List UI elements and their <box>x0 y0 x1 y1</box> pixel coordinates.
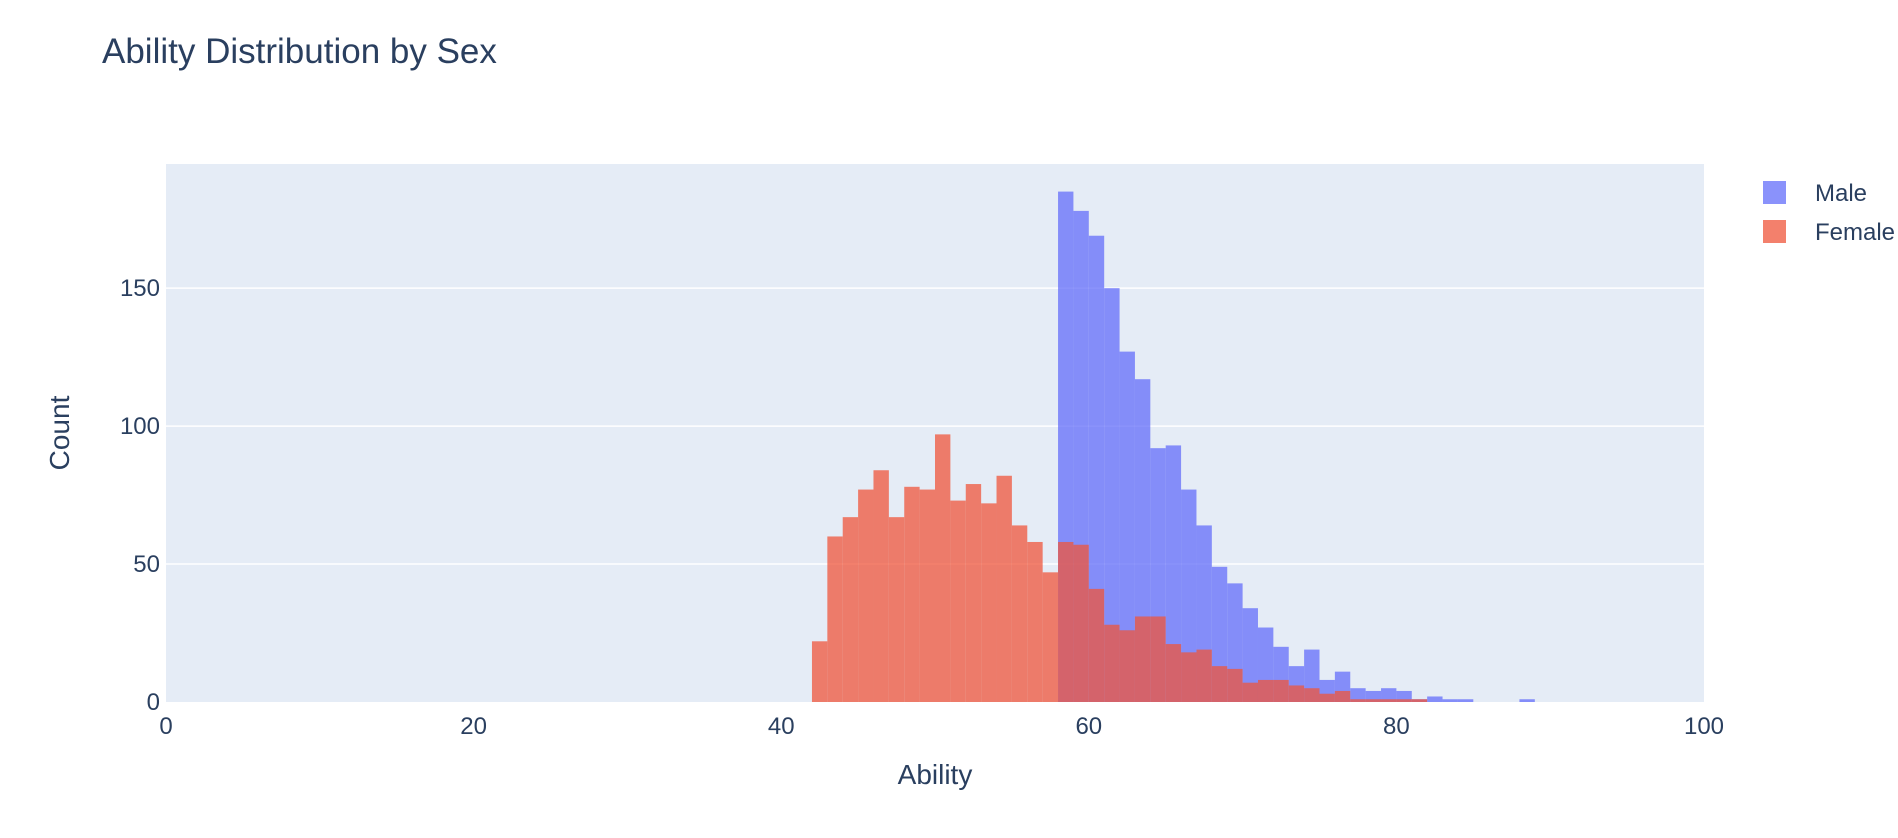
histogram-bar-male[interactable] <box>1427 696 1443 702</box>
histogram-bar-female[interactable] <box>1257 679 1274 702</box>
y-axis-ticks: 0 50 100 150 <box>120 275 160 716</box>
y-tick-label: 50 <box>133 551 160 578</box>
histogram-bar-male[interactable] <box>1242 608 1258 702</box>
histogram-bar-female[interactable] <box>858 489 874 702</box>
histogram-bar-male[interactable] <box>1442 699 1458 702</box>
histogram-bar-female[interactable] <box>1119 630 1135 702</box>
histogram-bar-female[interactable] <box>842 517 859 702</box>
histogram-bar-female[interactable] <box>904 486 920 702</box>
histogram-bar-female[interactable] <box>888 517 905 702</box>
histogram-bar-female[interactable] <box>873 470 889 702</box>
x-axis-title: Ability <box>898 759 973 790</box>
histogram-bar-female[interactable] <box>811 641 828 702</box>
histogram-bar-female[interactable] <box>1334 690 1351 702</box>
x-tick-label: 0 <box>159 713 172 740</box>
histogram-bar-female[interactable] <box>935 434 951 702</box>
histogram-bar-female[interactable] <box>996 475 1012 702</box>
histogram-bar-male[interactable] <box>1519 699 1535 702</box>
histogram-bar-female[interactable] <box>1196 649 1212 702</box>
legend-label: Female <box>1815 219 1895 246</box>
x-tick-label: 40 <box>768 713 795 740</box>
histogram-bar-female[interactable] <box>1350 699 1366 702</box>
histogram-bar-female[interactable] <box>1011 525 1028 702</box>
histogram-bar-male[interactable] <box>1350 688 1366 702</box>
histogram-bar-female[interactable] <box>1288 685 1305 702</box>
histogram-bar-female[interactable] <box>1104 624 1120 702</box>
histogram-bar-female[interactable] <box>827 536 843 702</box>
x-tick-label: 60 <box>1075 713 1102 740</box>
histogram-bar-female[interactable] <box>1042 572 1059 702</box>
histogram-bar-female[interactable] <box>1365 699 1382 702</box>
x-tick-label: 80 <box>1383 713 1410 740</box>
histogram-bar-male[interactable] <box>1104 288 1120 702</box>
histogram-bar-female[interactable] <box>1073 544 1089 702</box>
chart-title: Ability Distribution by Sex <box>102 32 497 71</box>
legend-item-female[interactable]: Female <box>1763 219 1895 246</box>
legend-swatch <box>1763 220 1786 243</box>
y-tick-label: 150 <box>120 275 160 302</box>
histogram-bar-female[interactable] <box>1411 699 1428 702</box>
histogram-bar-female[interactable] <box>1027 541 1043 702</box>
histogram-bar-female[interactable] <box>950 500 966 702</box>
histogram-bar-female[interactable] <box>1227 668 1243 702</box>
histogram-bar-male[interactable] <box>1181 489 1197 702</box>
histogram-bar-female[interactable] <box>1381 699 1397 702</box>
histogram-bar-male[interactable] <box>1457 699 1474 702</box>
x-axis-ticks: 0 20 40 60 80 100 <box>159 713 1724 740</box>
histogram-bar-female[interactable] <box>1242 682 1258 702</box>
x-tick-label: 20 <box>460 713 487 740</box>
y-tick-label: 100 <box>120 413 160 440</box>
histogram-bar-female[interactable] <box>981 503 997 702</box>
histogram-bar-female[interactable] <box>1134 616 1151 702</box>
legend-item-male[interactable]: Male <box>1763 180 1867 207</box>
histogram-bar-female[interactable] <box>1304 688 1320 702</box>
histogram-bar-male[interactable] <box>1088 235 1105 702</box>
histogram-bar-female[interactable] <box>1396 699 1412 702</box>
histogram-bar-male[interactable] <box>1119 351 1135 702</box>
y-axis-title: Count <box>44 395 75 470</box>
legend-swatch <box>1763 181 1786 204</box>
series-female <box>811 434 1428 702</box>
histogram-bar-female[interactable] <box>1319 693 1335 702</box>
x-tick-label: 100 <box>1684 713 1724 740</box>
histogram-bar-female[interactable] <box>1165 644 1182 702</box>
legend[interactable]: Male Female <box>1763 180 1895 246</box>
histogram-bar-female[interactable] <box>965 484 982 702</box>
legend-label: Male <box>1815 180 1867 207</box>
histogram-bar-male[interactable] <box>1165 445 1182 702</box>
histogram-bar-female[interactable] <box>1058 541 1074 702</box>
histogram-bar-male[interactable] <box>1396 690 1412 702</box>
histogram-bar-female[interactable] <box>1150 616 1166 702</box>
histogram-bar-male[interactable] <box>1365 690 1382 702</box>
y-tick-label: 0 <box>147 689 160 716</box>
histogram-bar-female[interactable] <box>1181 652 1197 702</box>
histogram-bar-female[interactable] <box>1211 666 1228 702</box>
histogram-bar-female[interactable] <box>1273 679 1289 702</box>
histogram-bar-male[interactable] <box>1381 688 1397 702</box>
histogram-bar-female[interactable] <box>919 489 935 702</box>
bars <box>811 191 1535 703</box>
histogram-bar-female[interactable] <box>1088 588 1105 702</box>
